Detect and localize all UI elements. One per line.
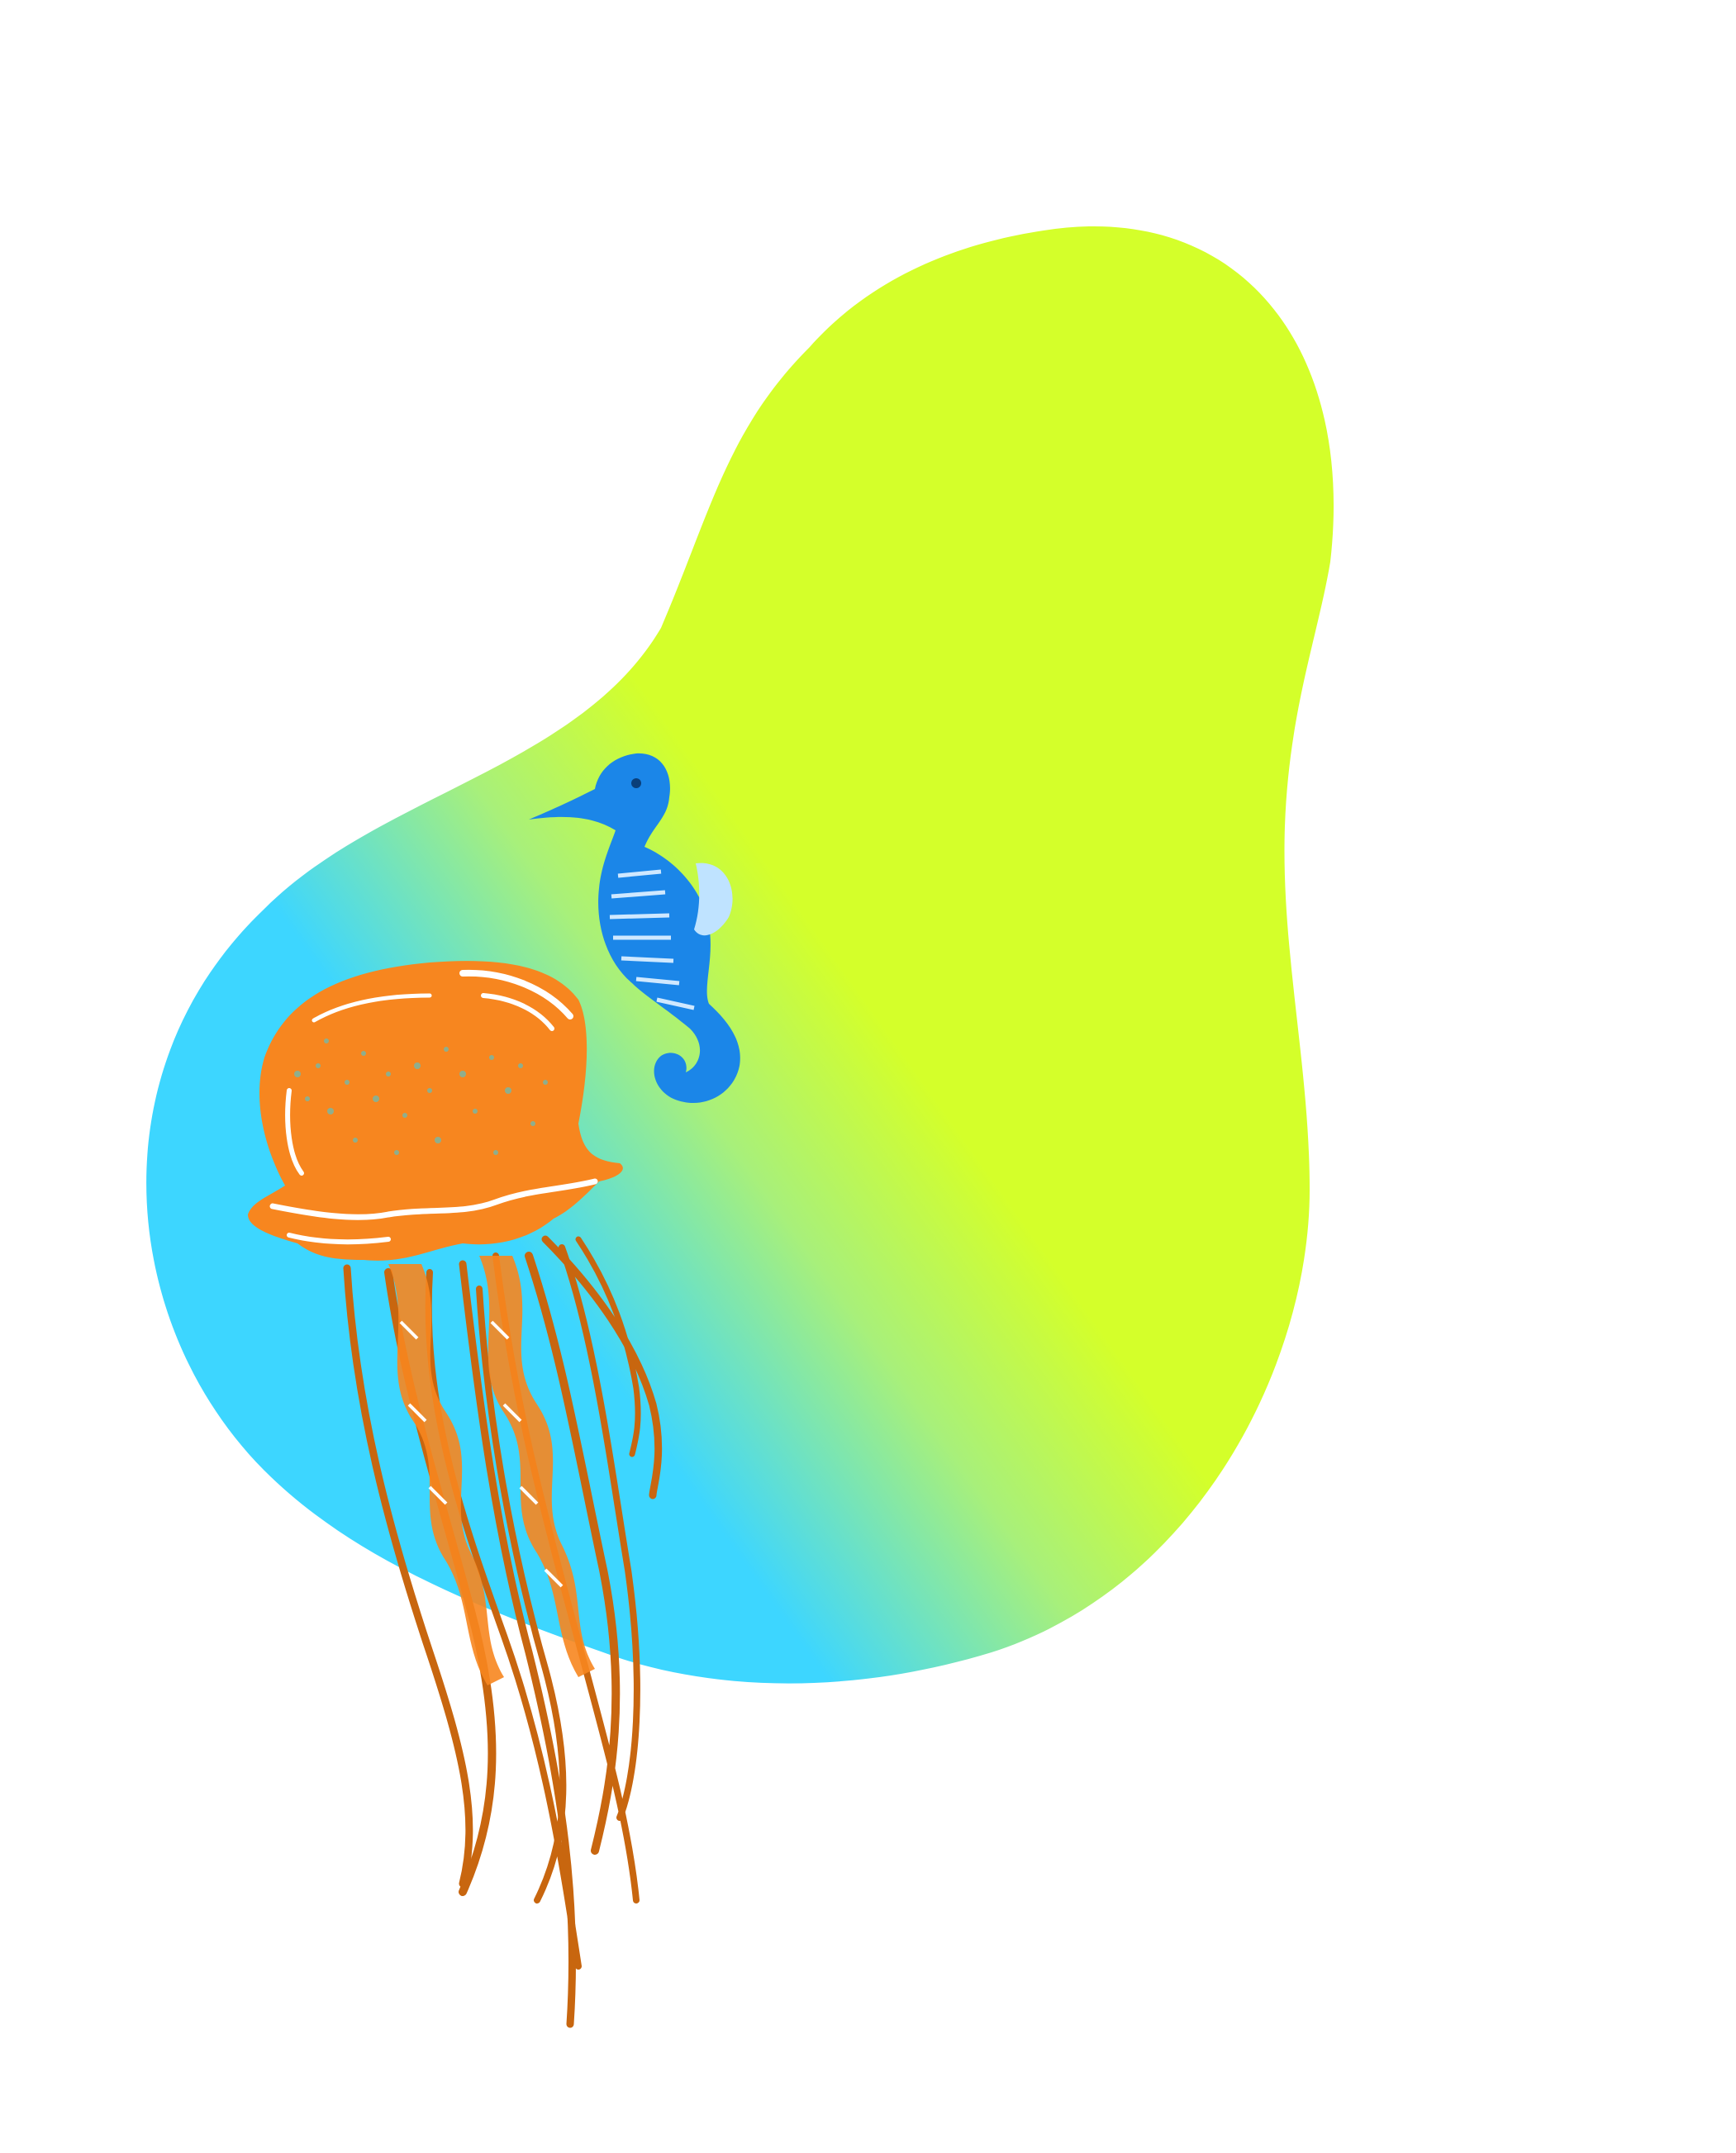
jellyfish-bell	[248, 961, 623, 1261]
seahorse-fin	[694, 863, 733, 936]
jellyfish-icon	[248, 961, 623, 1261]
jellyfish-speckles	[294, 1038, 548, 1155]
jellyfish-highlights	[269, 969, 598, 1245]
seahorse-icon	[529, 753, 740, 1104]
jellyfish-oral-arms	[388, 1256, 595, 1685]
seahorse-body	[529, 753, 740, 1104]
seahorse-eye	[631, 778, 641, 788]
seahorse-stripes	[609, 869, 695, 1010]
background-blob	[146, 226, 1334, 1684]
